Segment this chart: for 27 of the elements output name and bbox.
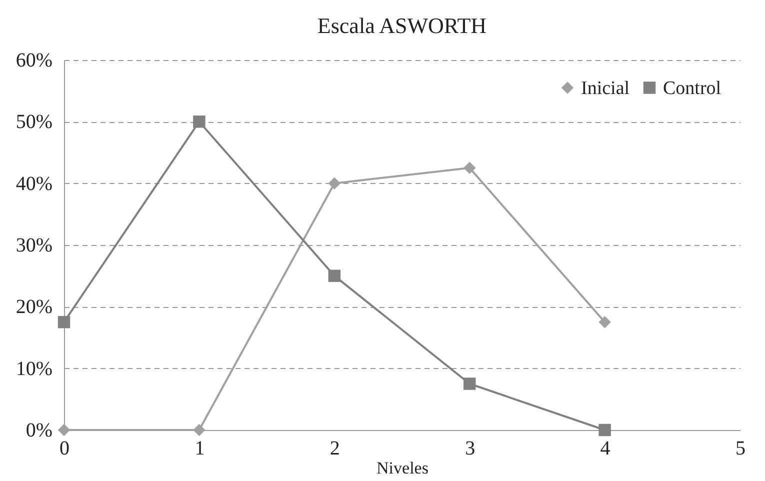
point [463,378,476,390]
point [328,270,341,282]
legend-label: Control [663,78,722,99]
chart-title: Escala ASWORTH [317,13,487,38]
y-tick-label: 50% [16,111,52,134]
y-tick-label: 30% [16,234,52,256]
y-tick-label: 10% [16,358,52,380]
x-tick-label: 3 [465,438,476,460]
point [58,424,70,436]
point [328,177,341,190]
point [193,116,206,128]
x-tick-label: 2 [330,438,340,460]
legend-label: Inicial [581,78,630,99]
point [598,424,611,436]
y-tick-label: 40% [16,172,52,195]
y-tick-label: 60% [16,50,52,72]
x-tick-label: 1 [194,438,205,460]
point [598,316,611,328]
y-tick-label: 20% [16,296,52,318]
x-axis-title: Niveles [376,458,428,478]
point [463,162,476,174]
point [58,316,70,328]
x-tick-label: 4 [600,438,610,460]
y-tick-label: 0% [26,420,52,442]
x-tick-label: 5 [736,438,746,460]
point [193,424,206,436]
x-tick-label: 0 [60,438,70,460]
